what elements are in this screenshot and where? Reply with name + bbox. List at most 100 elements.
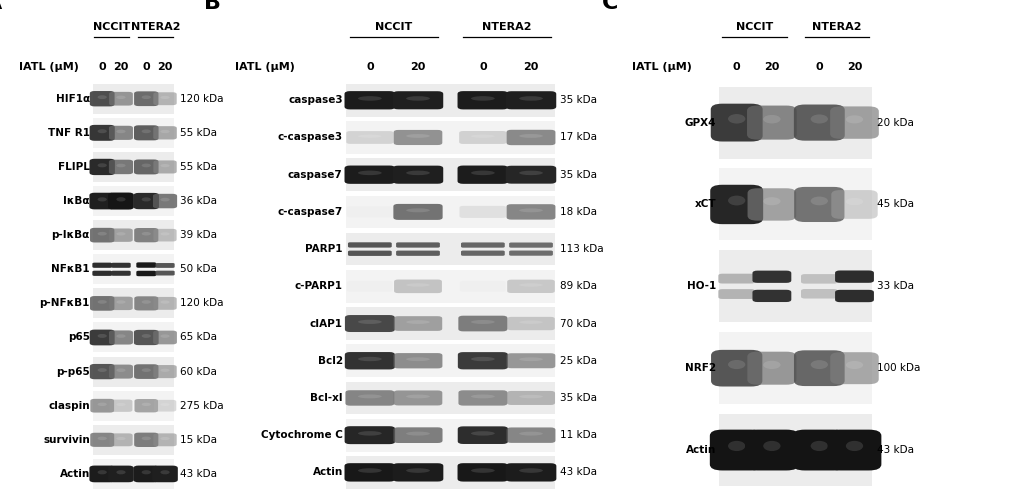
- Text: NTERA2: NTERA2: [130, 22, 180, 32]
- FancyBboxPatch shape: [508, 242, 552, 247]
- Bar: [718, 168, 871, 240]
- FancyBboxPatch shape: [461, 250, 504, 256]
- Ellipse shape: [358, 468, 381, 473]
- FancyBboxPatch shape: [460, 281, 505, 292]
- FancyBboxPatch shape: [393, 427, 442, 443]
- FancyBboxPatch shape: [746, 106, 796, 140]
- FancyBboxPatch shape: [135, 296, 158, 311]
- Ellipse shape: [98, 437, 107, 440]
- Ellipse shape: [519, 208, 542, 212]
- Ellipse shape: [160, 130, 169, 133]
- FancyBboxPatch shape: [153, 229, 176, 241]
- Text: NCCIT: NCCIT: [735, 22, 772, 32]
- Text: 50 kDa: 50 kDa: [179, 264, 216, 274]
- FancyBboxPatch shape: [344, 352, 394, 369]
- Text: 89 kDa: 89 kDa: [559, 282, 596, 291]
- Text: 0: 0: [98, 62, 106, 72]
- FancyBboxPatch shape: [744, 430, 798, 470]
- FancyBboxPatch shape: [155, 263, 174, 268]
- Ellipse shape: [160, 470, 169, 474]
- Text: 20: 20: [113, 62, 128, 72]
- FancyBboxPatch shape: [133, 125, 158, 140]
- FancyBboxPatch shape: [506, 353, 554, 368]
- FancyBboxPatch shape: [393, 316, 442, 331]
- Text: 113 kDa: 113 kDa: [559, 244, 603, 254]
- Bar: [345, 270, 554, 303]
- FancyBboxPatch shape: [392, 166, 443, 184]
- Ellipse shape: [762, 197, 780, 205]
- Ellipse shape: [519, 468, 542, 473]
- FancyBboxPatch shape: [835, 271, 873, 283]
- Bar: [345, 195, 554, 228]
- Text: 17 kDa: 17 kDa: [559, 132, 596, 142]
- Text: 70 kDa: 70 kDa: [559, 319, 596, 329]
- Text: 18 kDa: 18 kDa: [559, 207, 596, 217]
- Text: claspin: claspin: [48, 401, 90, 411]
- FancyBboxPatch shape: [393, 280, 441, 293]
- Bar: [345, 158, 554, 191]
- FancyBboxPatch shape: [108, 192, 133, 209]
- FancyBboxPatch shape: [90, 364, 114, 379]
- FancyBboxPatch shape: [346, 206, 392, 217]
- Ellipse shape: [116, 300, 125, 304]
- Ellipse shape: [471, 320, 494, 324]
- Ellipse shape: [519, 284, 542, 287]
- Ellipse shape: [406, 357, 429, 361]
- Text: Bcl-xl: Bcl-xl: [310, 393, 342, 403]
- Ellipse shape: [358, 394, 381, 398]
- Bar: [93, 425, 174, 455]
- Text: NTERA2: NTERA2: [482, 22, 531, 32]
- Text: 43 kDa: 43 kDa: [559, 467, 596, 477]
- Text: 33 kDa: 33 kDa: [876, 282, 913, 291]
- FancyBboxPatch shape: [90, 159, 115, 175]
- Text: 0: 0: [366, 62, 373, 72]
- Ellipse shape: [728, 360, 745, 369]
- Ellipse shape: [160, 334, 169, 338]
- Text: NRF2: NRF2: [684, 363, 715, 373]
- FancyBboxPatch shape: [710, 104, 762, 141]
- Ellipse shape: [519, 96, 542, 101]
- FancyBboxPatch shape: [90, 228, 114, 242]
- Bar: [718, 332, 871, 404]
- Ellipse shape: [358, 431, 381, 435]
- FancyBboxPatch shape: [344, 91, 394, 109]
- Ellipse shape: [810, 441, 827, 451]
- Ellipse shape: [406, 283, 429, 287]
- Text: c-PARP1: c-PARP1: [294, 282, 342, 291]
- Ellipse shape: [471, 394, 494, 398]
- FancyBboxPatch shape: [109, 160, 132, 174]
- Bar: [93, 289, 174, 318]
- Text: 35 kDa: 35 kDa: [559, 393, 596, 403]
- Ellipse shape: [142, 129, 151, 133]
- Text: 120 kDa: 120 kDa: [179, 94, 223, 104]
- Ellipse shape: [160, 301, 169, 304]
- Text: 15 kDa: 15 kDa: [179, 435, 216, 445]
- Ellipse shape: [116, 96, 125, 99]
- FancyBboxPatch shape: [829, 352, 877, 384]
- FancyBboxPatch shape: [709, 185, 762, 224]
- FancyBboxPatch shape: [505, 166, 555, 184]
- FancyBboxPatch shape: [133, 91, 158, 106]
- Ellipse shape: [471, 170, 494, 175]
- FancyBboxPatch shape: [344, 463, 394, 481]
- Ellipse shape: [762, 441, 780, 451]
- Text: 0: 0: [143, 62, 150, 72]
- FancyBboxPatch shape: [345, 131, 393, 144]
- FancyBboxPatch shape: [109, 228, 132, 242]
- Ellipse shape: [160, 403, 169, 406]
- Text: NTERA2: NTERA2: [811, 22, 861, 32]
- Text: IATL (μM): IATL (μM): [235, 62, 294, 72]
- Ellipse shape: [98, 197, 107, 201]
- Ellipse shape: [358, 170, 381, 175]
- FancyBboxPatch shape: [133, 159, 158, 174]
- Ellipse shape: [98, 403, 107, 406]
- FancyBboxPatch shape: [153, 92, 176, 105]
- FancyBboxPatch shape: [506, 204, 555, 219]
- Text: IATL (μM): IATL (μM): [632, 62, 691, 72]
- FancyBboxPatch shape: [345, 390, 394, 406]
- Text: IκBα: IκBα: [63, 196, 90, 206]
- Ellipse shape: [142, 403, 151, 406]
- Text: 20 kDa: 20 kDa: [876, 118, 913, 128]
- Text: p-IκBα: p-IκBα: [52, 230, 90, 240]
- Ellipse shape: [142, 164, 151, 167]
